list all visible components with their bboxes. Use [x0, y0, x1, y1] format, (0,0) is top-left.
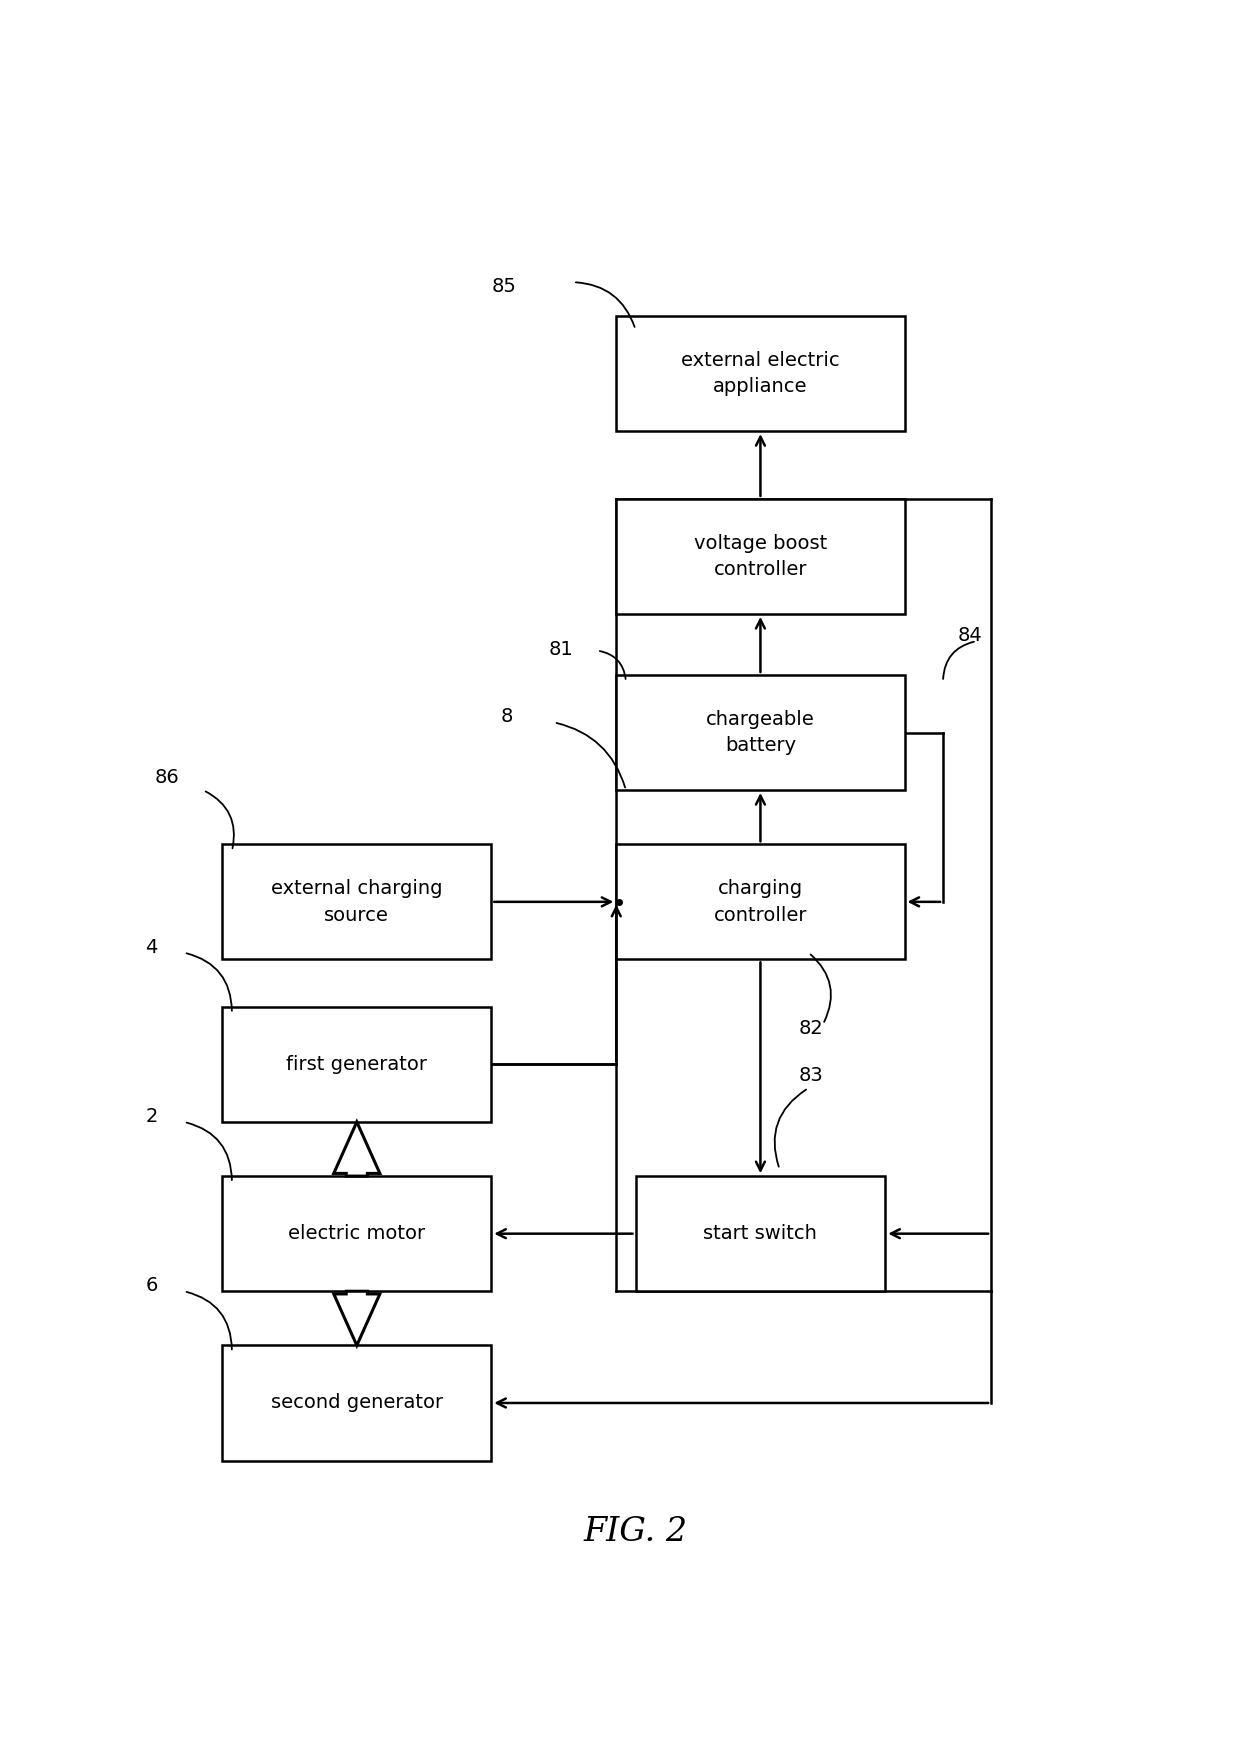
Text: external charging
source: external charging source [272, 880, 443, 925]
Text: chargeable
battery: chargeable battery [706, 711, 815, 755]
Polygon shape [334, 1122, 379, 1177]
FancyBboxPatch shape [616, 500, 905, 614]
Text: 86: 86 [155, 769, 180, 788]
FancyBboxPatch shape [616, 675, 905, 790]
FancyBboxPatch shape [222, 1346, 491, 1460]
Text: first generator: first generator [286, 1055, 428, 1075]
Text: second generator: second generator [270, 1393, 443, 1412]
Text: 2: 2 [145, 1106, 157, 1126]
Polygon shape [334, 1291, 379, 1346]
Text: 6: 6 [145, 1277, 157, 1295]
Text: FIG. 2: FIG. 2 [584, 1516, 687, 1548]
Text: voltage boost
controller: voltage boost controller [694, 533, 827, 579]
FancyBboxPatch shape [616, 317, 905, 431]
Text: 84: 84 [957, 626, 982, 646]
Text: 4: 4 [145, 938, 157, 957]
Text: electric motor: electric motor [288, 1224, 425, 1244]
FancyBboxPatch shape [222, 1006, 491, 1122]
Text: 82: 82 [799, 1018, 823, 1038]
Text: 85: 85 [491, 276, 516, 296]
Text: charging
controller: charging controller [714, 880, 807, 925]
FancyBboxPatch shape [635, 1177, 885, 1291]
Text: external electric
appliance: external electric appliance [681, 350, 839, 396]
Text: 83: 83 [799, 1066, 823, 1085]
FancyBboxPatch shape [616, 844, 905, 959]
Text: 81: 81 [549, 640, 574, 658]
Text: start switch: start switch [703, 1224, 817, 1244]
Text: 8: 8 [501, 707, 513, 726]
FancyBboxPatch shape [222, 844, 491, 959]
FancyBboxPatch shape [222, 1177, 491, 1291]
